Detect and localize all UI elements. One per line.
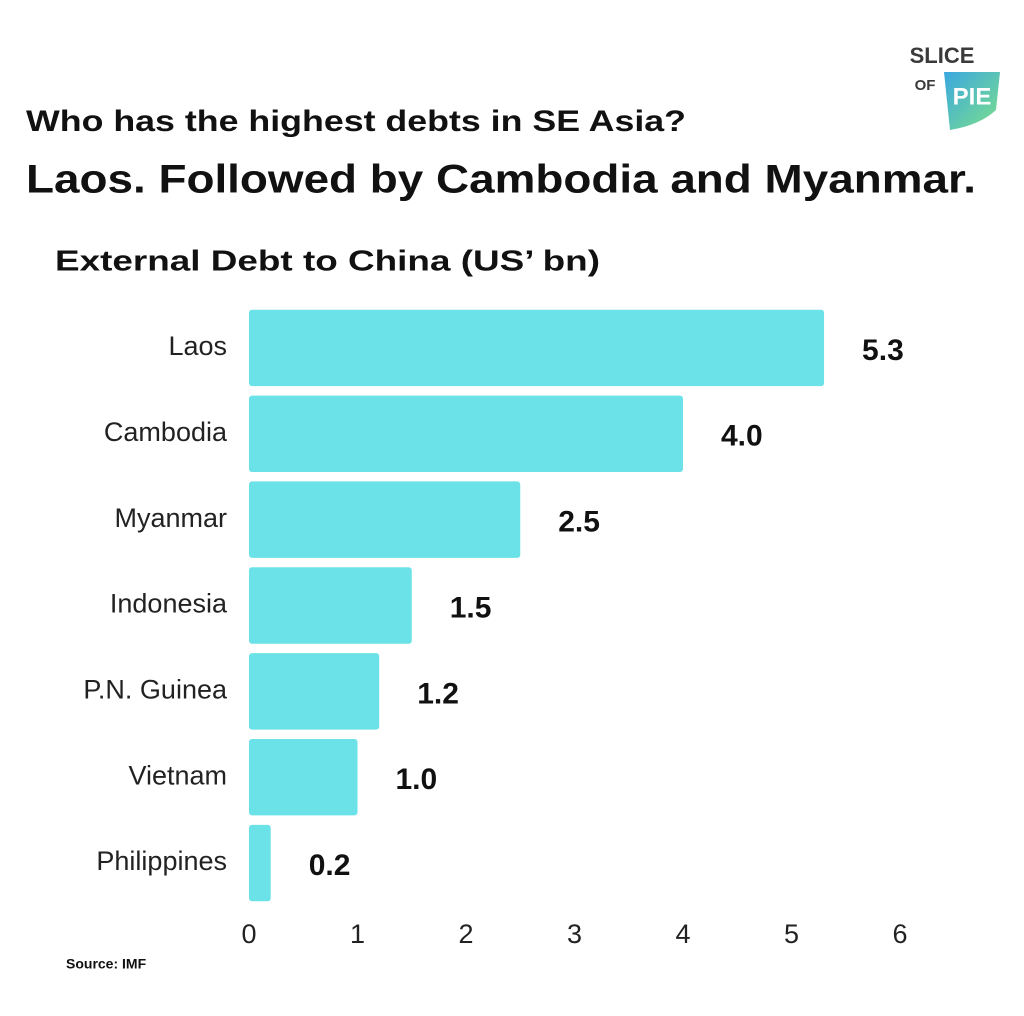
value-label: 1.0 <box>396 763 438 796</box>
x-tick-label: 0 <box>241 919 256 949</box>
y-tick-label: P.N. Guinea <box>83 674 228 704</box>
x-tick-label: 3 <box>567 919 582 949</box>
bar <box>249 395 683 472</box>
x-tick-label: 6 <box>892 919 907 949</box>
logo-small: OF <box>915 77 936 94</box>
logo-shape <box>944 72 1000 130</box>
y-tick-label: Indonesia <box>110 589 228 619</box>
x-tick-label: 4 <box>675 919 690 949</box>
bar <box>249 567 412 644</box>
bar <box>249 481 521 558</box>
y-tick-label: Vietnam <box>128 760 227 790</box>
chart-subtitle: Laos. Followed by Cambodia and Myanmar. <box>26 158 976 202</box>
bar <box>249 824 271 902</box>
logo: SLICE OF PIE <box>910 43 1000 130</box>
x-tick-label: 1 <box>350 919 365 949</box>
value-label: 2.5 <box>558 506 600 539</box>
bar <box>249 739 358 816</box>
value-label: 1.2 <box>417 677 459 710</box>
y-tick-label: Philippines <box>96 846 227 876</box>
logo-top: SLICE <box>910 43 975 68</box>
value-label: 0.2 <box>309 849 351 882</box>
x-tick-label: 5 <box>784 919 799 949</box>
y-tick-label: Myanmar <box>114 503 227 533</box>
value-label: 4.0 <box>721 420 763 453</box>
y-tick-label: Laos <box>168 331 227 361</box>
value-label: 1.5 <box>450 591 492 624</box>
bar <box>249 309 825 387</box>
y-tick-label: Cambodia <box>104 417 228 447</box>
axis-title: External Debt to China (US’ bn) <box>55 246 600 278</box>
chart-title: Who has the highest debts in SE Asia? <box>26 105 686 138</box>
logo-main: PIE <box>953 83 992 110</box>
bar <box>249 653 380 730</box>
x-tick-label: 2 <box>458 919 473 949</box>
source: Source: IMF <box>66 956 147 972</box>
value-label: 5.3 <box>862 334 904 367</box>
